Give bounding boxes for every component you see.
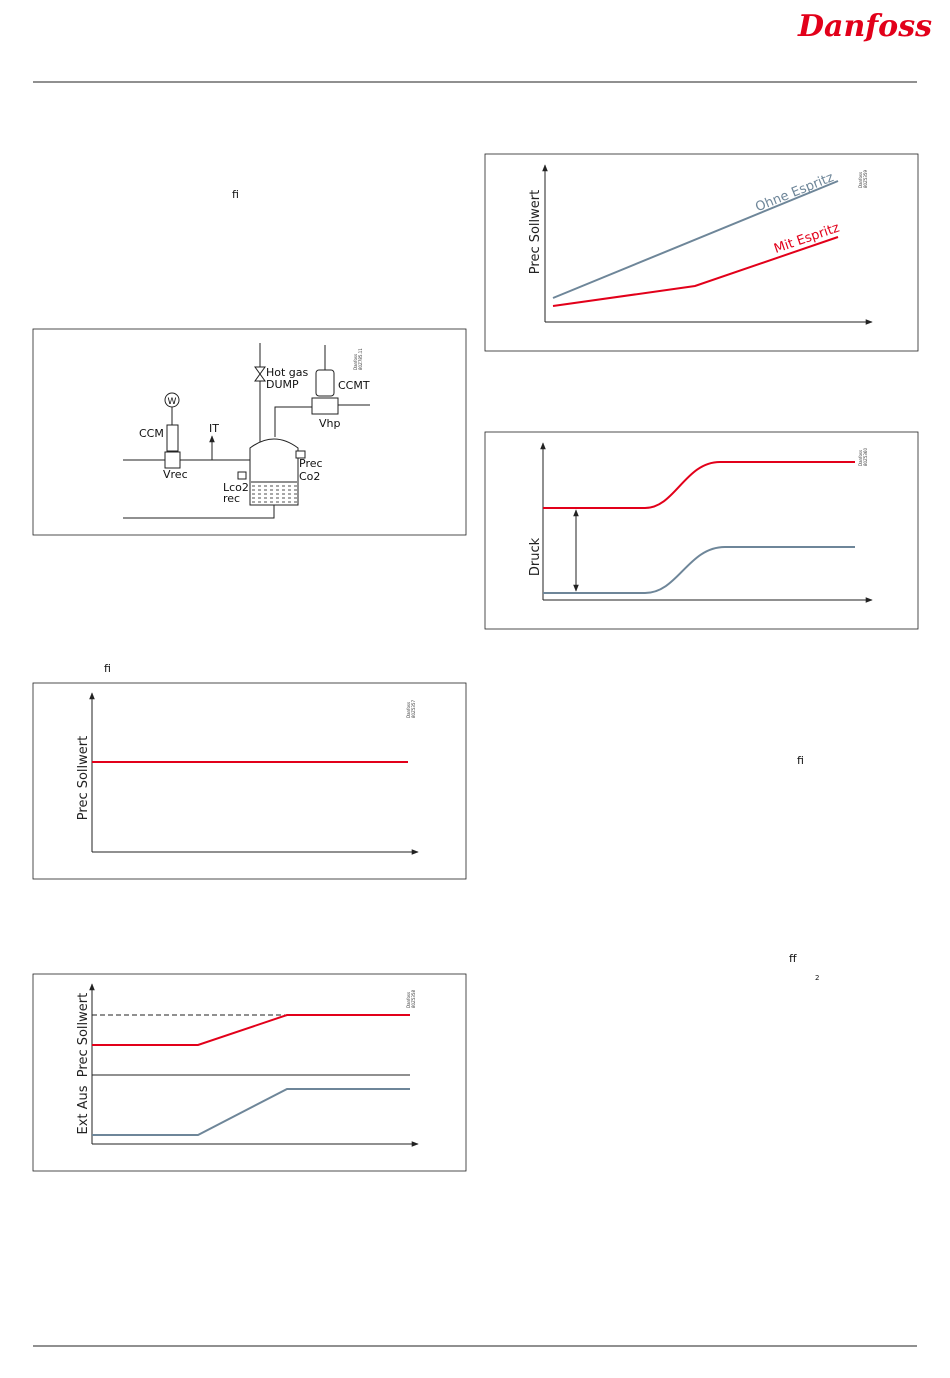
chart-constant: Prec Sollwert Danfoss 80Z5357 [32, 682, 467, 880]
label: Vrec [163, 468, 188, 481]
code: 80Z5360 [863, 448, 868, 466]
label: CCMT [338, 379, 370, 392]
code: Danfoss [406, 992, 411, 1008]
label: Hot gas [266, 366, 309, 379]
stray-glyph: 2 [815, 974, 819, 982]
y-label: Ext Aus [76, 1085, 91, 1134]
code: 80Z785.11 [358, 348, 363, 370]
y-label: Prec Sollwert [528, 190, 543, 274]
label: Lco2 [223, 481, 249, 494]
label: rec [223, 492, 240, 505]
code: Danfoss [353, 354, 358, 370]
stray-glyph: ﬁ [232, 188, 239, 201]
label: IT [209, 422, 219, 435]
label: CCM [139, 427, 164, 440]
stray-glyph: ﬁ [797, 754, 804, 767]
label: Prec [299, 457, 323, 470]
code: 80Z5357 [411, 700, 416, 718]
schematic: Hot gas DUMP CCMT Vhp W CCM IT Vrec Prec… [32, 328, 467, 536]
logo: Danfoss [797, 9, 932, 44]
label: Co2 [299, 470, 320, 483]
label: DUMP [266, 378, 299, 391]
code: Danfoss [858, 450, 863, 466]
label: W [168, 397, 177, 407]
series-label: Ohne Espritz [753, 170, 836, 215]
label: Vhp [319, 417, 340, 430]
chart-ext: Prec Sollwert Ext Aus Danfoss 80Z5358 [32, 973, 467, 1172]
code: Danfoss [858, 172, 863, 188]
y-label: Prec Sollwert [76, 993, 91, 1077]
y-label: Prec Sollwert [76, 736, 91, 820]
code: Danfoss [406, 702, 411, 718]
stray-glyph: ﬁ [104, 662, 111, 675]
code: 80Z5358 [411, 990, 416, 1008]
stray-glyph: ﬀ [789, 952, 797, 965]
chart-druck: Druck Danfoss 80Z5360 [484, 431, 919, 630]
code: 80Z5359 [863, 170, 868, 188]
y-label: Druck [528, 537, 543, 576]
chart-espritz: Prec Sollwert Ohne Espritz Mit Espritz D… [484, 153, 919, 352]
